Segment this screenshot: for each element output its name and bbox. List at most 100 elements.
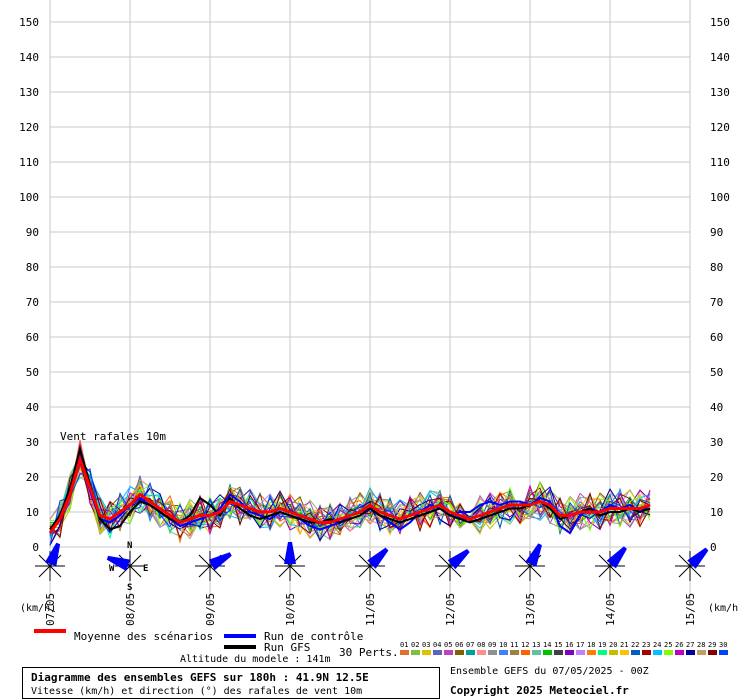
legend-gfs-swatch: [224, 645, 256, 649]
y-tick-label-left: 20: [26, 471, 39, 484]
pert-legend-swatch: [477, 650, 486, 655]
pert-legend-label: 28: [697, 641, 705, 649]
pert-legend-swatch: [631, 650, 640, 655]
pert-legend-label: 17: [576, 641, 584, 649]
series-line-gfs: [49, 445, 651, 531]
x-tick-label: 08/05: [124, 593, 137, 626]
legend: Moyenne des scénarios Run de contrôle Ru…: [34, 629, 728, 659]
pert-legend-label: 14: [543, 641, 551, 649]
y-tick-label-left: 100: [19, 191, 39, 204]
y-tick-label-left: 70: [26, 296, 39, 309]
pert-legend-swatch: [609, 650, 618, 655]
pert-legend-swatch: [532, 650, 541, 655]
legend-control-label: Run de contrôle: [264, 630, 363, 643]
pert-legend-swatch: [466, 650, 475, 655]
pert-legend-swatch: [488, 650, 497, 655]
wind-arrow: [106, 555, 131, 571]
perturbations-count: 30 Perts.: [339, 646, 399, 659]
y-tick-label-right: 40: [710, 401, 723, 414]
compass-letter-w: W: [109, 564, 115, 574]
pert-legend-swatch: [444, 650, 453, 655]
pert-legend-swatch: [653, 650, 662, 655]
y-tick-label-left: 0: [32, 541, 39, 554]
pert-legend-swatch: [598, 650, 607, 655]
wind-arrow: [606, 546, 627, 569]
y-tick-label-right: 130: [710, 86, 730, 99]
y-tick-label-left: 40: [26, 401, 39, 414]
legend-gfs-label: Run GFS: [264, 641, 310, 654]
x-axis: 07/05 08/05 09/05 10/05 11/05 12/05 13/05 14/05…: [44, 593, 697, 626]
pert-legend-label: 11: [510, 641, 518, 649]
pert-legend-swatch: [708, 650, 717, 655]
pert-legend-swatch: [422, 650, 431, 655]
pert-legend-swatch: [433, 650, 442, 655]
pert-legend-label: 21: [620, 641, 628, 649]
y-tick-label-left: 120: [19, 121, 39, 134]
compass-line-diag2: [118, 554, 142, 578]
legend-control-swatch: [224, 634, 256, 638]
pert-legend-label: 18: [587, 641, 595, 649]
y-tick-label-right: 120: [710, 121, 730, 134]
y-axis-right: 0 10 20 30 40 50 60 70 80 90 100 110 120 130 140 150: [710, 16, 730, 554]
pert-legend-swatch: [455, 650, 464, 655]
pert-legend-swatch: [642, 650, 651, 655]
pert-legend-label: 10: [499, 641, 507, 649]
wind-direction-marker: [275, 542, 305, 581]
legend-mean-swatch: [34, 629, 66, 633]
x-tick-label: 10/05: [284, 593, 297, 626]
wind-direction-marker: [355, 547, 389, 581]
wind-arrow-shape: [367, 547, 389, 569]
pert-legend-label: 06: [455, 641, 463, 649]
y-tick-label-right: 50: [710, 366, 723, 379]
y-tick-label-right: 10: [710, 506, 723, 519]
info-box: Diagramme des ensembles GEFS sur 180h : …: [22, 667, 440, 699]
y-unit-right: (km/h): [708, 603, 740, 614]
wind-arrow: [208, 552, 232, 571]
compass-letter-s: S: [127, 583, 132, 593]
pert-legend-label: 01: [400, 641, 408, 649]
pert-legend-label: 13: [532, 641, 540, 649]
wind-direction-marker: [35, 542, 65, 581]
y-tick-label-right: 100: [710, 191, 730, 204]
y-tick-label-right: 20: [710, 471, 723, 484]
wind-arrow-shape: [447, 549, 470, 570]
y-tick-label-right: 140: [710, 51, 730, 64]
y-tick-label-left: 150: [19, 16, 39, 29]
pert-legend-label: 09: [488, 641, 496, 649]
x-tick-label: 14/05: [604, 593, 617, 626]
series-line-mean: [48, 454, 651, 534]
wind-arrow-shape: [208, 552, 232, 571]
pert-legend-label: 19: [598, 641, 606, 649]
perturbation-line: [49, 461, 651, 539]
perturbation-line: [49, 476, 651, 546]
pert-legend-swatch: [620, 650, 629, 655]
wind-arrow: [45, 542, 61, 567]
pert-legend-label: 20: [609, 641, 617, 649]
y-tick-label-left: 10: [26, 506, 39, 519]
y-tick-label-right: 30: [710, 436, 723, 449]
wind-arrow: [284, 542, 296, 564]
run-info: Ensemble GEFS du 07/05/2025 - 00Z: [450, 666, 649, 677]
x-tick-label: 12/05: [444, 593, 457, 626]
model-altitude: Altitude du modele : 141m: [180, 654, 331, 665]
y-tick-label-right: 80: [710, 261, 723, 274]
y-tick-label-left: 80: [26, 261, 39, 274]
pert-legend-swatch: [499, 650, 508, 655]
wind-direction-marker: [106, 551, 145, 581]
pert-legend-label: 15: [554, 641, 562, 649]
pert-legend-label: 27: [686, 641, 694, 649]
compass-letter-n: N: [127, 541, 132, 551]
legend-mean-label: Moyenne des scénarios: [74, 630, 213, 643]
x-tick-label: 07/05: [44, 593, 57, 626]
x-tick-label: 11/05: [364, 593, 377, 626]
pert-legend-label: 22: [631, 641, 639, 649]
pert-legend-swatch: [587, 650, 596, 655]
copyright: Copyright 2025 Meteociel.fr: [450, 684, 629, 697]
wind-arrow-shape: [284, 542, 296, 564]
y-tick-label-right: 150: [710, 16, 730, 29]
compass-line-diag2: [278, 554, 302, 578]
y-tick-label-left: 110: [19, 156, 39, 169]
y-tick-label-right: 90: [710, 226, 723, 239]
pert-legend-label: 03: [422, 641, 430, 649]
